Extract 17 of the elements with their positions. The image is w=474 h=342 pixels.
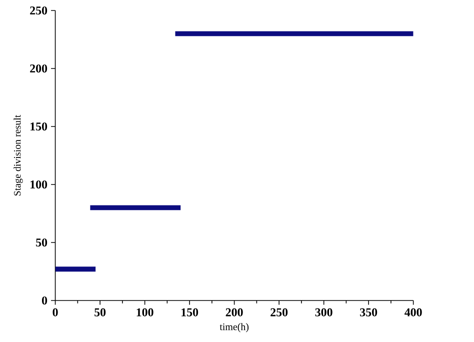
- x-tick-label: 300: [315, 308, 332, 317]
- x-tick-label: 400: [404, 308, 422, 317]
- x-tick-label: 150: [182, 308, 198, 317]
- y-tick-label: 150: [30, 122, 48, 131]
- y-tick-label: 200: [30, 64, 48, 73]
- y-tick-label: 0: [42, 296, 48, 305]
- x-tick-label: 100: [136, 308, 154, 317]
- x-tick-label: 200: [226, 308, 243, 317]
- x-tick-label: 250: [270, 308, 288, 317]
- x-axis-title: time(h): [220, 323, 249, 332]
- x-tick-label: 350: [360, 308, 378, 317]
- y-tick-label: 50: [36, 238, 48, 247]
- y-tick-label: 250: [30, 6, 48, 15]
- x-tick-label: 0: [52, 308, 58, 317]
- y-axis-title: Stage division result: [14, 115, 23, 196]
- y-tick-label: 100: [30, 180, 48, 189]
- x-tick-label: 50: [94, 308, 106, 317]
